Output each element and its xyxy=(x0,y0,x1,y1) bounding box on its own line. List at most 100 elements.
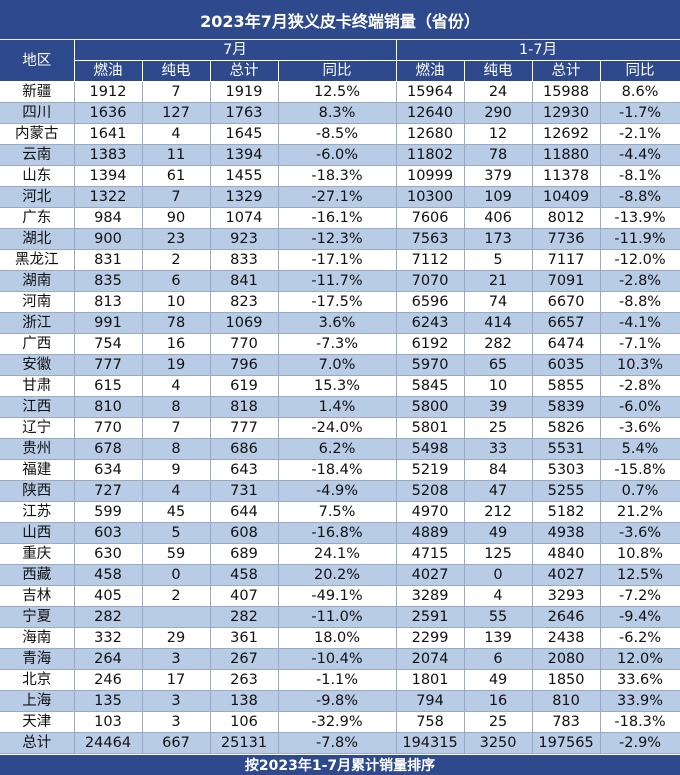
table-row: 黑龙江 831 2 833 -17.1% 7112 5 7117 -12.0% xyxy=(0,249,680,271)
cell-month-yoy: -10.4% xyxy=(278,648,397,670)
cell-ytd-total: 6657 xyxy=(532,312,601,334)
cell-ytd-yoy: -2.8% xyxy=(600,270,680,292)
cell-ytd-fuel: 4970 xyxy=(396,501,465,523)
cell-month-ev: 4 xyxy=(142,480,211,502)
cell-ytd-fuel: 2299 xyxy=(396,627,465,649)
table-row: 宁夏 282 282 -11.0% 2591 55 2646 -9.4% xyxy=(0,606,680,628)
table-row: 河南 813 10 823 -17.5% 6596 74 6670 -8.8% xyxy=(0,291,680,313)
cell-month-yoy: 24.1% xyxy=(278,543,397,565)
cell-month-ev: 7 xyxy=(142,417,211,439)
cell-ytd-ev: 414 xyxy=(464,312,533,334)
cell-ytd-total: 2080 xyxy=(532,648,601,670)
cell-region: 内蒙古 xyxy=(0,123,75,145)
cell-ytd-ev: 4 xyxy=(464,585,533,607)
cell-ytd-fuel: 794 xyxy=(396,690,465,712)
cell-month-fuel: 103 xyxy=(74,711,143,733)
cell-ytd-total: 5826 xyxy=(532,417,601,439)
cell-ytd-ev: 74 xyxy=(464,291,533,313)
cell-ytd-yoy: -7.2% xyxy=(600,585,680,607)
cell-month-ev xyxy=(142,606,211,628)
cell-ytd-ev: 55 xyxy=(464,606,533,628)
cell-ytd-ev: 39 xyxy=(464,396,533,418)
cell-month-yoy: -11.0% xyxy=(278,606,397,628)
table-row: 上海 135 3 138 -9.8% 794 16 810 33.9% xyxy=(0,690,680,712)
cell-ytd-yoy: 33.9% xyxy=(600,690,680,712)
cell-region: 海南 xyxy=(0,627,75,649)
cell-month-fuel: 405 xyxy=(74,585,143,607)
cell-month-total: 1394 xyxy=(210,144,279,166)
cell-month-ev: 7 xyxy=(142,186,211,208)
cell-month-fuel: 603 xyxy=(74,522,143,544)
cell-region: 天津 xyxy=(0,711,75,733)
cell-ytd-total: 11378 xyxy=(532,165,601,187)
cell-month-ev: 78 xyxy=(142,312,211,334)
cell-month-yoy: 6.2% xyxy=(278,438,397,460)
cell-ytd-ev: 125 xyxy=(464,543,533,565)
cell-ytd-yoy: -2.8% xyxy=(600,375,680,397)
cell-region: 湖北 xyxy=(0,228,75,250)
table-row: 浙江 991 78 1069 3.6% 6243 414 6657 -4.1% xyxy=(0,312,680,334)
cell-ytd-ev: 10 xyxy=(464,375,533,397)
cell-month-yoy: 18.0% xyxy=(278,627,397,649)
cell-month-total: 841 xyxy=(210,270,279,292)
cell-month-ev: 667 xyxy=(142,732,211,754)
cell-ytd-fuel: 5208 xyxy=(396,480,465,502)
cell-month-total: 608 xyxy=(210,522,279,544)
cell-month-yoy: 8.3% xyxy=(278,102,397,124)
cell-ytd-yoy: -12.0% xyxy=(600,249,680,271)
cell-ytd-fuel: 4027 xyxy=(396,564,465,586)
cell-month-fuel: 615 xyxy=(74,375,143,397)
table-row: 广东 984 90 1074 -16.1% 7606 406 8012 -13.9% xyxy=(0,207,680,229)
cell-ytd-ev: 25 xyxy=(464,711,533,733)
cell-ytd-yoy: -4.4% xyxy=(600,144,680,166)
table-row: 山东 1394 61 1455 -18.3% 10999 379 11378 -8.1% xyxy=(0,165,680,187)
sales-table: 地区 7月 1-7月 燃油 纯电 总计 同比 燃油 纯电 总计 同比 新疆 191… xyxy=(0,40,680,754)
table-total-row: 总计 24464 667 25131 -7.8% 194315 3250 197565 -2.9… xyxy=(0,732,680,754)
cell-ytd-fuel: 10999 xyxy=(396,165,465,187)
cell-ytd-yoy: 12.0% xyxy=(600,648,680,670)
cell-ytd-total: 5182 xyxy=(532,501,601,523)
cell-month-fuel: 634 xyxy=(74,459,143,481)
cell-month-fuel: 991 xyxy=(74,312,143,334)
cell-month-ev: 17 xyxy=(142,669,211,691)
cell-month-total: 267 xyxy=(210,648,279,670)
cell-month-fuel: 1912 xyxy=(74,81,143,103)
cell-month-yoy: -49.1% xyxy=(278,585,397,607)
cell-month-total: 796 xyxy=(210,354,279,376)
cell-ytd-yoy: 12.5% xyxy=(600,564,680,586)
col-header-month-fuel: 燃油 xyxy=(74,60,143,82)
cell-month-total: 689 xyxy=(210,543,279,565)
cell-month-fuel: 727 xyxy=(74,480,143,502)
cell-month-total: 644 xyxy=(210,501,279,523)
cell-ytd-fuel: 7606 xyxy=(396,207,465,229)
cell-month-ev: 8 xyxy=(142,438,211,460)
cell-ytd-total: 3293 xyxy=(532,585,601,607)
cell-ytd-yoy: 8.6% xyxy=(600,81,680,103)
cell-ytd-total: 15988 xyxy=(532,81,601,103)
cell-region: 江苏 xyxy=(0,501,75,523)
cell-ytd-ev: 139 xyxy=(464,627,533,649)
cell-ytd-fuel: 4715 xyxy=(396,543,465,565)
cell-month-fuel: 777 xyxy=(74,354,143,376)
cell-ytd-fuel: 10300 xyxy=(396,186,465,208)
cell-region: 总计 xyxy=(0,732,75,754)
cell-ytd-ev: 3250 xyxy=(464,732,533,754)
cell-month-total: 282 xyxy=(210,606,279,628)
table-row: 天津 103 3 106 -32.9% 758 25 783 -18.3% xyxy=(0,711,680,733)
page-title: 2023年7月狭义皮卡终端销量（省份） xyxy=(0,0,680,40)
cell-month-fuel: 810 xyxy=(74,396,143,418)
cell-month-total: 106 xyxy=(210,711,279,733)
cell-month-yoy: -17.1% xyxy=(278,249,397,271)
cell-ytd-total: 4938 xyxy=(532,522,601,544)
table-row: 四川 1636 127 1763 8.3% 12640 290 12930 -1.7% xyxy=(0,102,680,124)
cell-region: 甘肃 xyxy=(0,375,75,397)
cell-month-total: 823 xyxy=(210,291,279,313)
cell-ytd-fuel: 6192 xyxy=(396,333,465,355)
cell-month-yoy: 20.2% xyxy=(278,564,397,586)
cell-ytd-ev: 5 xyxy=(464,249,533,271)
cell-ytd-fuel: 6243 xyxy=(396,312,465,334)
cell-ytd-yoy: 10.3% xyxy=(600,354,680,376)
table-row: 贵州 678 8 686 6.2% 5498 33 5531 5.4% xyxy=(0,438,680,460)
cell-month-fuel: 24464 xyxy=(74,732,143,754)
cell-ytd-yoy: -6.0% xyxy=(600,396,680,418)
